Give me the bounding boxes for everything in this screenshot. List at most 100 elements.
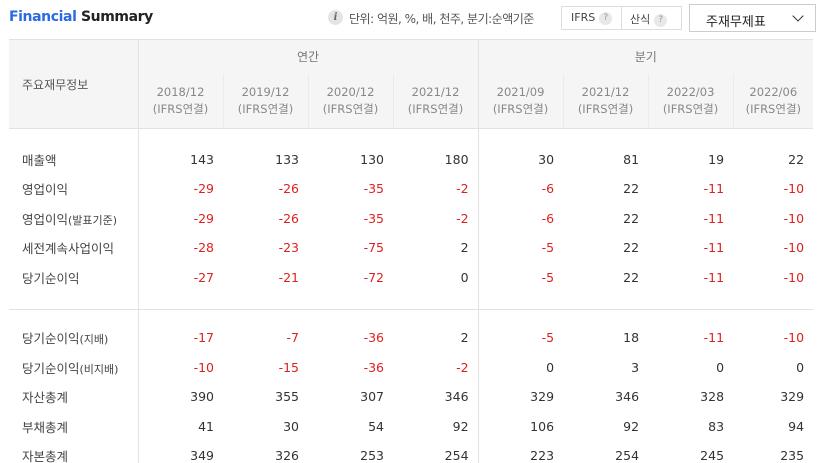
- value-cell: 130: [360, 151, 384, 167]
- table-row: 영업이익 -29 -26 -35 -2 -6 22 -11 -10: [9, 174, 813, 204]
- value-cell: 0: [460, 269, 469, 285]
- period-header: 2021/12 (IFRS연결): [562, 73, 649, 129]
- value-cell: 390: [137, 382, 223, 412]
- value-cell: -11: [703, 181, 725, 197]
- row-label: 세전계속사업이익: [9, 233, 138, 263]
- table-row: 자본총계 349 326 253 254 223 254 245 235: [9, 441, 813, 463]
- period-header: 2022/06 (IFRS연결): [732, 73, 814, 129]
- value-cell: 143: [137, 144, 223, 174]
- value-cell: 0: [477, 352, 564, 382]
- value-cell: -28: [137, 233, 223, 263]
- help-icon[interactable]: ?: [599, 11, 613, 25]
- value-cell: 328: [700, 389, 725, 405]
- value-cell: -21: [278, 269, 299, 285]
- value-cell: -2: [456, 181, 469, 197]
- value-cell: 329: [780, 389, 805, 405]
- row-label-text: 세전계속사업이익: [22, 241, 115, 257]
- table-row: 영업이익(발표기준) -29 -26 -35 -2 -6 22 -11 -10: [9, 203, 813, 234]
- value-cell: -27: [137, 262, 223, 292]
- value-cell: 355: [275, 389, 299, 405]
- value-cell: 346: [615, 389, 640, 405]
- title-summary: Summary: [80, 9, 153, 25]
- period-basis: (IFRS연결): [407, 101, 464, 116]
- row-label-text: 자산총계: [22, 390, 69, 406]
- value-cell: 41: [137, 411, 223, 441]
- value-cell: 22: [623, 269, 640, 285]
- period-date: 2021/12: [581, 84, 630, 99]
- help-icon[interactable]: ?: [654, 13, 668, 27]
- value-cell: 22: [788, 151, 805, 167]
- period-date: 2022/03: [666, 84, 715, 99]
- value-cell: 346: [444, 389, 469, 405]
- period-header: 2020/12 (IFRS연결): [307, 73, 393, 129]
- period-basis: (IFRS연결): [237, 101, 294, 116]
- ifrs-option[interactable]: IFRS?: [571, 11, 613, 25]
- value-cell: 133: [275, 151, 299, 167]
- info-icon[interactable]: i: [328, 10, 343, 25]
- value-cell: 223: [477, 441, 564, 463]
- period-date: 2022/06: [749, 84, 798, 99]
- row-label: 영업이익: [9, 174, 138, 204]
- row-label: 부채총계: [9, 412, 138, 442]
- value-cell: 54: [368, 418, 384, 434]
- period-basis: (IFRS연결): [152, 101, 209, 116]
- value-cell: 235: [780, 448, 805, 463]
- value-cell: -10: [783, 181, 805, 197]
- divider: [621, 7, 622, 29]
- period-date: 2020/12: [326, 84, 375, 99]
- row-label: 당기순이익(지배): [9, 323, 138, 353]
- value-cell: -10: [783, 330, 805, 346]
- value-cell: 307: [360, 389, 384, 405]
- period-header-row: 2018/12 (IFRS연결) 2019/12 (IFRS연결) 2020/12 (IF…: [9, 73, 814, 129]
- value-cell: -5: [477, 233, 564, 263]
- value-cell: -6: [477, 174, 564, 204]
- value-cell: -36: [363, 359, 384, 375]
- row-label: 영업이익(발표기준): [9, 204, 138, 234]
- value-cell: 30: [477, 144, 564, 174]
- value-cell: -26: [278, 210, 299, 226]
- value-cell: -23: [278, 240, 299, 256]
- row-label-text: 영업이익: [22, 211, 69, 227]
- value-cell: -11: [703, 330, 725, 346]
- period-basis: (IFRS연결): [322, 101, 379, 116]
- value-cell: 2: [460, 330, 469, 346]
- statement-select[interactable]: 주재무제표: [689, 4, 816, 32]
- value-cell: -72: [363, 269, 384, 285]
- value-cell: 3: [631, 359, 640, 375]
- value-cell: -11: [703, 210, 725, 226]
- value-cell: 30: [283, 418, 299, 434]
- row-label-suffix: (지배): [79, 333, 109, 347]
- row-label: 자본총계: [9, 441, 138, 463]
- value-cell: 254: [615, 448, 640, 463]
- value-cell: 22: [623, 181, 640, 197]
- row-label: 자산총계: [9, 382, 138, 412]
- value-cell: 92: [623, 418, 640, 434]
- value-cell: 19: [708, 151, 725, 167]
- period-header: 2021/12 (IFRS연결): [392, 73, 479, 129]
- spacer-row: [9, 309, 813, 323]
- formula-option[interactable]: 산식?: [630, 11, 668, 27]
- row-label-text: 자본총계: [22, 449, 69, 463]
- value-cell: -10: [137, 352, 223, 382]
- value-cell: 349: [137, 441, 223, 463]
- period-basis: (IFRS연결): [577, 101, 634, 116]
- value-cell: -11: [703, 269, 725, 285]
- period-header: 2019/12 (IFRS연결): [222, 73, 308, 129]
- group-quarter: 분기: [477, 39, 814, 74]
- row-header: 주요재무정보: [9, 39, 138, 129]
- value-cell: 81: [623, 151, 640, 167]
- table-row: 당기순이익(지배) -17 -7 -36 2 -5 18 -11 -10: [9, 323, 813, 353]
- value-cell: 245: [700, 448, 725, 463]
- value-cell: -2: [456, 359, 469, 375]
- period-date: 2019/12: [241, 84, 290, 99]
- page-title: Financial Summary: [9, 9, 153, 25]
- period-date: 2018/12: [156, 84, 205, 99]
- title-financial: Financial: [9, 9, 77, 25]
- unit-text: 단위: 억원, %, 배, 천주, 분기:순액기준: [349, 12, 534, 26]
- period-basis: (IFRS연결): [492, 101, 549, 116]
- value-cell: 94: [788, 418, 805, 434]
- table-body: 매출액 143 133 130 180 30 81 19 22 영업이익 -29 -26 -35 -2 -6…: [9, 128, 814, 463]
- value-cell: 22: [623, 210, 640, 226]
- value-cell: -10: [783, 240, 805, 256]
- value-cell: -10: [783, 210, 805, 226]
